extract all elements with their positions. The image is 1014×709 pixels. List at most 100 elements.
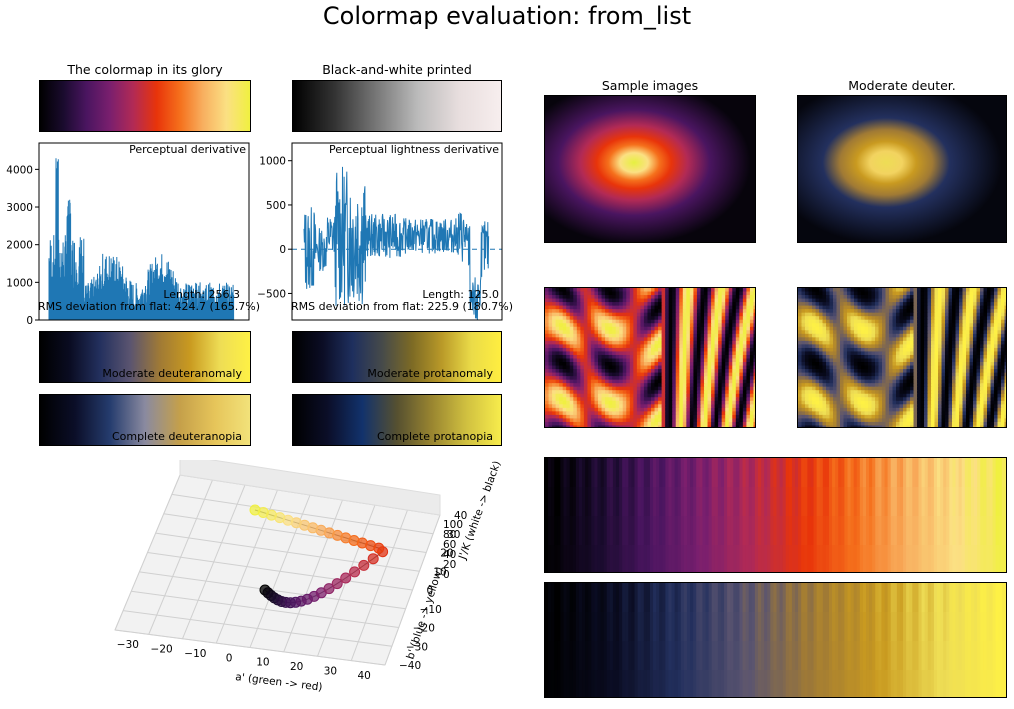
pattern-cell (924, 316, 929, 321)
pattern-cell (696, 354, 702, 360)
pattern-cell (994, 309, 999, 314)
pattern-cell (910, 333, 915, 338)
pattern-cell (569, 421, 574, 427)
pattern-cell (636, 326, 641, 331)
pattern-cell (569, 347, 574, 353)
pattern-cell (997, 295, 1002, 300)
pattern-cell (836, 351, 841, 356)
pattern-cell (587, 362, 592, 367)
pattern-cell (742, 404, 747, 409)
pattern-cell (654, 376, 659, 381)
pattern-cell (840, 288, 845, 293)
pattern-cell (927, 411, 932, 416)
pattern-cell (651, 347, 656, 353)
pattern-cell (878, 354, 883, 360)
pattern-cell (753, 365, 755, 370)
pattern-cell (714, 295, 719, 300)
pattern-cell (576, 365, 581, 370)
pattern-cell (569, 354, 574, 360)
pattern-cell (892, 305, 897, 310)
pattern-cell (826, 425, 831, 427)
pattern-cell (689, 319, 694, 324)
pattern-cell (854, 358, 859, 363)
pattern-cell (548, 305, 553, 310)
pattern-cell (969, 418, 974, 423)
gradient-cell (597, 516, 602, 546)
pattern-cell (938, 379, 943, 384)
pattern-cell (601, 372, 606, 377)
pattern-cell (850, 397, 855, 402)
pattern-cell (826, 369, 831, 374)
pattern-cell (612, 425, 617, 427)
pattern-cell (643, 407, 649, 412)
pattern-cell (987, 291, 992, 296)
pattern-cell (850, 340, 855, 346)
pattern-cell (700, 376, 705, 381)
pattern-cell (987, 316, 992, 321)
pattern-cell (707, 319, 712, 324)
pattern-cell (969, 358, 974, 363)
gradient-cell (656, 545, 660, 572)
pattern-cell (889, 333, 894, 338)
pattern-cell (850, 337, 855, 342)
pattern-cell (633, 316, 638, 321)
pattern-cell (689, 414, 694, 420)
pattern-cell (704, 411, 709, 416)
pattern-cell (598, 309, 603, 314)
pattern-cell (952, 372, 957, 377)
gradient-cell (588, 487, 592, 517)
pattern-cell (735, 390, 740, 395)
pattern-cell (973, 358, 978, 363)
pattern-cell (647, 295, 652, 300)
pattern-cell (959, 351, 964, 356)
pattern-cell (753, 425, 755, 427)
pattern-cell (980, 312, 985, 317)
pattern-cell (913, 305, 918, 310)
pattern-cell (903, 362, 908, 367)
pattern-cell (647, 369, 652, 374)
pattern-cell (605, 344, 610, 349)
pattern-cell (562, 418, 567, 423)
pattern-cell (640, 407, 645, 412)
pattern-cell (976, 418, 981, 423)
pattern-cell (836, 383, 841, 388)
pattern-cell (672, 340, 677, 346)
pattern-cell (742, 414, 747, 420)
pattern-cell (633, 411, 638, 416)
pattern-cell (885, 288, 890, 293)
pattern-cell (882, 358, 887, 363)
pattern-cell (994, 407, 999, 412)
pattern-cell (640, 411, 645, 416)
pattern-cell (959, 425, 964, 427)
y-tick-label: 0 (279, 244, 286, 256)
pattern-cell (569, 344, 574, 349)
pattern-cell (808, 312, 813, 317)
gradient-cell (545, 487, 549, 517)
pattern-cell (651, 330, 656, 335)
pattern-cell (822, 425, 827, 427)
pattern-cell (801, 369, 806, 374)
pattern-cell (696, 365, 702, 370)
pattern-cell (843, 365, 848, 370)
pattern-cell (938, 319, 943, 324)
pattern-cell (885, 393, 890, 398)
pattern-cell (952, 337, 957, 342)
pattern-cell (552, 376, 557, 381)
pattern-cell (718, 376, 723, 381)
pattern-cell (833, 354, 838, 360)
pattern-cell (826, 319, 831, 324)
pattern-cell (850, 333, 855, 338)
pattern-cell (934, 414, 939, 420)
pattern-cell (753, 372, 755, 377)
pattern-cell (843, 390, 848, 395)
gradient-cell (594, 487, 599, 517)
pattern-cell (955, 372, 960, 377)
pattern-cell (983, 393, 988, 398)
pattern-cell (562, 414, 567, 420)
pattern-cell (850, 326, 855, 331)
pattern-cell (569, 337, 574, 342)
pattern-cell (976, 404, 981, 409)
pattern-cell (910, 393, 915, 398)
pattern-cell (732, 288, 737, 293)
pattern-cell (861, 425, 866, 427)
